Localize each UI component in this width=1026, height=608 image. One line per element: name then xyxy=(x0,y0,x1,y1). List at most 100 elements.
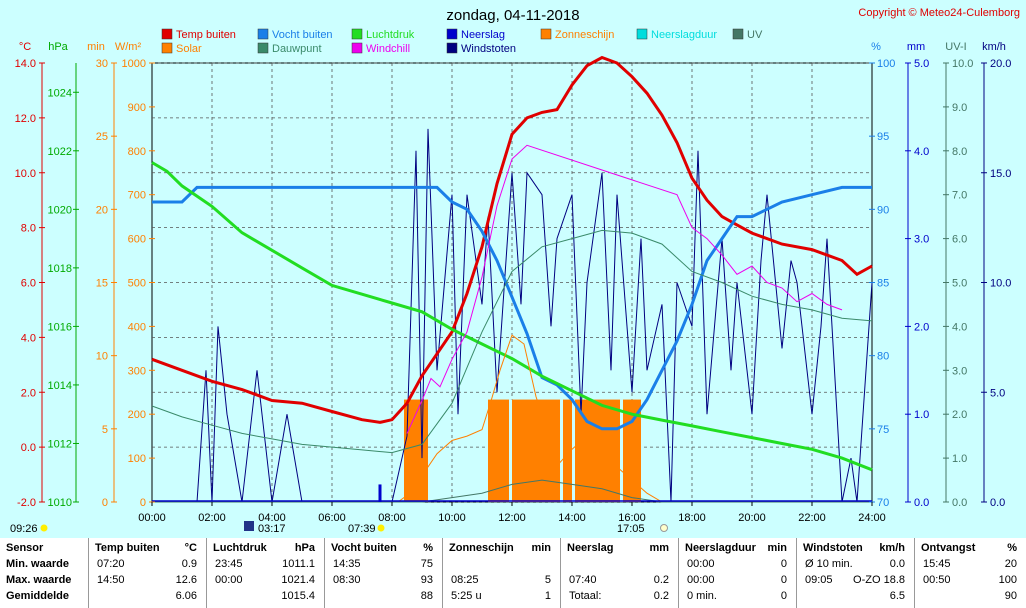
col-zon: Zonneschijn min 08:25 5 5:25 u 1 xyxy=(442,538,561,608)
sensor-row-label: Max. waarde xyxy=(6,574,72,586)
sunrise-icon xyxy=(40,524,48,532)
x-tick-label: 20:00 xyxy=(738,512,766,524)
ontv-value: 90 xyxy=(1004,590,1017,602)
neerslagduur-time: 00:00 xyxy=(687,574,715,586)
druk-header: Luchtdruk xyxy=(213,542,267,554)
wind-header: Windstoten xyxy=(803,542,863,554)
humidity-axis-label: 100 xyxy=(877,58,895,70)
vocht-header: Vocht buiten xyxy=(331,542,397,554)
minutes-axis-label: 25 xyxy=(96,131,108,143)
col-druk: Luchtdruk hPa 23:45 1011.1 00:00 1021.4 1015.4 xyxy=(206,538,325,608)
minutes-axis-label: 30 xyxy=(96,58,108,70)
x-tick-label: 24:00 xyxy=(858,512,886,524)
legend-swatch xyxy=(446,28,458,40)
temp-value: 0.9 xyxy=(181,558,197,570)
legend-label: Windchill xyxy=(366,43,410,55)
x-tick-label: 18:00 xyxy=(678,512,706,524)
solar-axis-label: 800 xyxy=(128,146,146,158)
legend-label: Neerslagduur xyxy=(651,29,717,41)
series-uv xyxy=(152,479,872,503)
zon-unit: min xyxy=(531,542,551,554)
zonneschijn-gap xyxy=(620,399,623,502)
druk-value: 1021.4 xyxy=(281,574,315,586)
uv-axis-label: 3.0 xyxy=(952,365,967,377)
legend-swatch xyxy=(732,28,744,40)
x-tick-label: 04:00 xyxy=(258,512,286,524)
neerslagduur-time: 00:00 xyxy=(687,558,715,570)
uv-axis-label: 6.0 xyxy=(952,234,967,246)
humidity-axis-label: 95 xyxy=(877,131,889,143)
solar-axis-label: 600 xyxy=(128,234,146,246)
neerslag-bar xyxy=(378,484,382,502)
humidity-axis-label: 90 xyxy=(877,204,889,216)
col-wind: Windstoten km/h Ø 10 min. 0.0 09:05 O-ZO 18.8… xyxy=(796,538,915,608)
neerslagduur-unit: min xyxy=(767,542,787,554)
legend-label: Luchtdruk xyxy=(366,29,415,41)
col-temp: Temp buiten °C 07:20 0.9 14:50 12.6 6.06 xyxy=(88,538,207,608)
zonneschijn-bar xyxy=(488,399,509,502)
legend-label: Zonneschijn xyxy=(555,29,614,41)
sensor-row-label: Min. waarde xyxy=(6,558,69,570)
neerslag-header: Neerslag xyxy=(567,542,614,554)
unit-min: min xyxy=(87,41,105,53)
rain-axis-label: 2.0 xyxy=(914,321,929,333)
legend-swatch xyxy=(540,28,552,40)
legend-swatch xyxy=(446,42,458,54)
unit-humidity: % xyxy=(871,41,881,53)
x-tick-label: 00:00 xyxy=(138,512,166,524)
temp-header: Temp buiten xyxy=(95,542,160,554)
temp-value: 12.6 xyxy=(175,574,197,586)
x-tick-label: 14:00 xyxy=(558,512,586,524)
legend-label: Vocht buiten xyxy=(272,29,333,41)
pressure-axis-label: 1012 xyxy=(48,438,72,450)
solar-axis-label: 900 xyxy=(128,102,146,114)
plot-area xyxy=(151,55,873,503)
vocht-value: 93 xyxy=(420,574,433,586)
temp-time: 07:20 xyxy=(97,558,125,570)
uv-axis-label: 8.0 xyxy=(952,146,967,158)
uv-axis-label: 2.0 xyxy=(952,409,967,421)
temp-axis-label: 12.0 xyxy=(15,113,36,125)
neerslagduur-header: Neerslagduur xyxy=(685,542,756,554)
ontv-value: 20 xyxy=(1004,558,1017,570)
legend-swatch xyxy=(257,42,269,54)
neerslag-value: 0.2 xyxy=(653,590,669,602)
ontv-value: 100 xyxy=(998,574,1017,586)
ontv-unit: % xyxy=(1007,542,1017,554)
moonrise-time: 03:17 xyxy=(258,523,286,535)
rain-axis-label: 0.0 xyxy=(914,497,929,509)
uv-axis-label: 4.0 xyxy=(952,321,967,333)
vocht-value: 88 xyxy=(420,590,433,602)
temp-axis-label: 0.0 xyxy=(21,442,36,454)
legend-swatch xyxy=(636,28,648,40)
solar-axis-label: 300 xyxy=(128,365,146,377)
copyright: Copyright © Meteo24-Culemborg xyxy=(858,7,1020,19)
unit-rain: mm xyxy=(907,41,925,53)
druk-value: 1011.1 xyxy=(282,558,315,570)
moonrise2-time: 07:39 xyxy=(348,523,376,535)
uv-axis-label: 5.0 xyxy=(952,278,967,290)
sensor-column: Sensor Min. waarde Max. waarde Gemiddelde xyxy=(0,538,88,608)
vocht-value: 75 xyxy=(420,558,433,570)
rain-axis-label: 1.0 xyxy=(914,409,929,421)
sun-icon xyxy=(377,524,385,532)
wind-axis-label: 10.0 xyxy=(990,278,1011,290)
minutes-axis-label: 5 xyxy=(102,424,108,436)
legend-label: Solar xyxy=(176,43,202,55)
solar-axis-label: 500 xyxy=(128,278,146,290)
x-tick-label: 02:00 xyxy=(198,512,226,524)
x-tick-label: 22:00 xyxy=(798,512,826,524)
solar-axis-label: 200 xyxy=(128,409,146,421)
solar-axis-label: 400 xyxy=(128,321,146,333)
wind-axis-label: 5.0 xyxy=(990,387,1005,399)
pressure-axis-label: 1016 xyxy=(48,321,72,333)
x-tick-label: 06:00 xyxy=(318,512,346,524)
series-vocht-buiten xyxy=(152,185,872,431)
legend-label: Neerslag xyxy=(461,29,505,41)
temp-axis-label: 8.0 xyxy=(21,223,36,235)
rain-axis-label: 5.0 xyxy=(914,58,929,70)
zonneschijn-gap xyxy=(560,399,563,502)
pressure-axis-label: 1014 xyxy=(48,380,72,392)
neerslag-time: Totaal: xyxy=(569,590,602,602)
uv-axis-label: 7.0 xyxy=(952,190,967,202)
